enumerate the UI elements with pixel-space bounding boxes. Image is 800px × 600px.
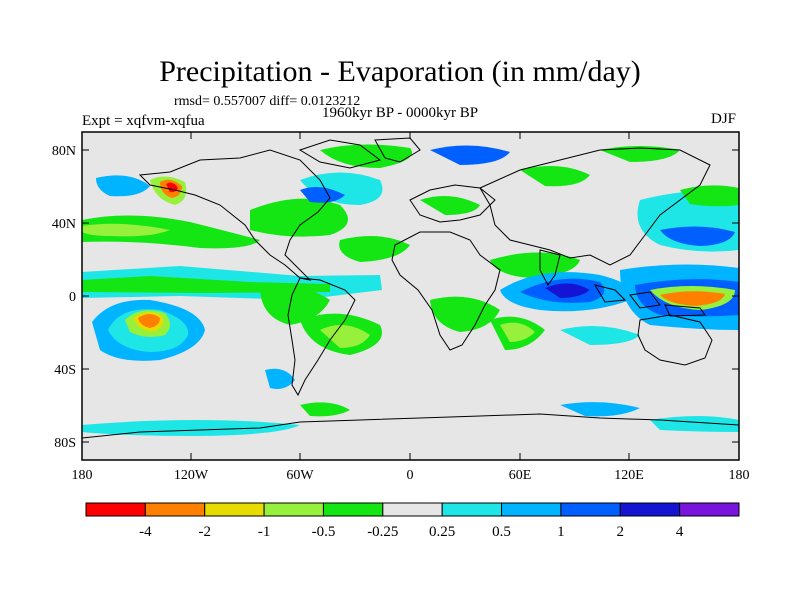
lon-tick-label: 180: [72, 468, 93, 483]
lon-tick-label: 60W: [286, 468, 314, 483]
lat-tick-marks: [82, 149, 739, 443]
lon-tick-label: 180: [729, 468, 750, 483]
colorbar-label: -1: [258, 524, 271, 540]
colorbar-swatch: [85, 502, 146, 517]
colorbar-swatch: [679, 502, 740, 517]
colorbar-swatch: [441, 502, 503, 517]
contour-fill: [82, 144, 739, 436]
colorbar-label: 1: [557, 524, 565, 540]
lon-tick-label: 0: [407, 468, 414, 483]
colorbar-swatch: [382, 502, 443, 517]
colorbar-label: 4: [676, 524, 684, 540]
lon-tick-labels: 180 120W 60W 0 60E 120E 180: [72, 468, 750, 483]
season-label: DJF: [711, 111, 737, 127]
colorbar-label: -2: [198, 524, 211, 540]
lon-tick-label: 120W: [174, 468, 209, 483]
colorbar: [85, 502, 740, 517]
colorbar-label: -4: [139, 524, 152, 540]
lon-tick-label: 60E: [509, 468, 532, 483]
lat-tick-label: 80N: [52, 144, 76, 159]
period-label: 1960kyr BP - 0000kyr BP: [322, 105, 479, 121]
lon-tick-marks: [190, 132, 630, 460]
lat-tick-labels: 80N 40N 0 40S 80S: [52, 144, 76, 451]
colorbar-swatch: [501, 502, 562, 517]
coastlines: [82, 137, 739, 439]
stats-line: rmsd= 0.557007 diff= 0.0123212: [174, 94, 361, 109]
experiment-label: Expt = xqfvm-xqfua: [82, 113, 205, 129]
colorbar-swatch: [560, 502, 621, 517]
colorbar-swatch: [619, 502, 681, 517]
lat-tick-label: 40N: [52, 217, 76, 232]
colorbar-label: 0.25: [429, 524, 455, 540]
colorbar-swatch: [263, 502, 324, 517]
colorbar-swatch: [144, 502, 206, 517]
colorbar-swatch: [322, 502, 384, 517]
lat-tick-label: 40S: [54, 363, 76, 378]
lon-tick-label: 120E: [614, 468, 644, 483]
colorbar-label: 2: [617, 524, 625, 540]
lat-tick-label: 80S: [54, 436, 76, 451]
colorbar-label: -0.25: [367, 524, 398, 540]
plot-title: Precipitation - Evaporation (in mm/day): [159, 55, 641, 88]
colorbar-swatch: [204, 502, 265, 517]
colorbar-label: 0.5: [492, 524, 511, 540]
colorbar-labels: -4 -2 -1 -0.5 -0.25 0.25 0.5 1 2 4: [139, 524, 684, 540]
lat-tick-label: 0: [69, 290, 76, 305]
colorbar-label: -0.5: [312, 524, 336, 540]
